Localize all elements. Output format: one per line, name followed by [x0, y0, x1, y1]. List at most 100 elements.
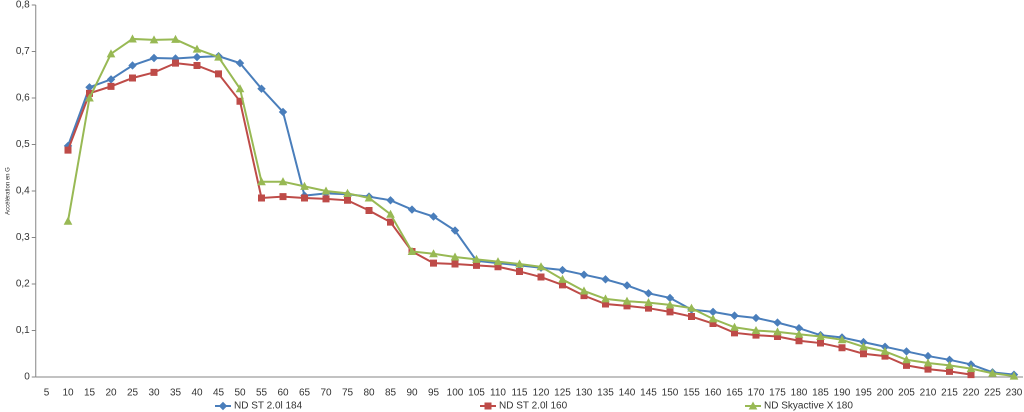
data-point: [644, 298, 653, 307]
data-point: [149, 35, 159, 44]
data-point: [450, 226, 460, 235]
legend-label: ND ST 2.0l 184: [234, 401, 303, 412]
data-point: [85, 83, 94, 92]
data-point: [85, 93, 94, 102]
data-point: [344, 196, 351, 204]
data-point: [773, 318, 782, 327]
data-point: [708, 314, 718, 323]
legend-label: ND Skyactive X 180: [764, 401, 853, 412]
series-line: [67, 55, 1015, 376]
data-point: [192, 44, 202, 53]
data-point: [235, 58, 245, 68]
x-tick-label: 200: [877, 388, 894, 399]
x-tick-label: 45: [213, 388, 225, 399]
data-point: [838, 344, 846, 352]
data-point: [215, 70, 222, 78]
data-point: [128, 61, 137, 70]
x-tick-label: 105: [468, 388, 485, 399]
data-point: [1009, 371, 1019, 380]
data-point: [257, 177, 266, 186]
legend-marker: [748, 401, 758, 410]
x-tick-label: 65: [299, 388, 311, 399]
data-point: [817, 339, 824, 347]
x-tick-label: 20: [105, 388, 117, 399]
x-tick-label: 230: [1006, 388, 1023, 399]
x-tick-label: 100: [447, 388, 464, 399]
x-tick-label: 185: [812, 388, 829, 399]
y-tick-label: 0: [24, 372, 30, 383]
legend-marker: [484, 402, 492, 410]
data-point: [450, 252, 460, 261]
x-tick-label: 190: [834, 388, 851, 399]
x-tick-label: 220: [963, 388, 980, 399]
data-point: [258, 194, 265, 202]
data-point: [579, 270, 589, 279]
data-point: [279, 193, 287, 201]
data-point: [387, 218, 394, 226]
data-point: [107, 82, 115, 90]
x-tick-label: 170: [748, 388, 765, 399]
legend-label: ND ST 2.0l 160: [499, 401, 568, 412]
x-tick-label: 120: [533, 388, 550, 399]
data-point: [665, 300, 675, 309]
x-tick-label: 60: [277, 388, 289, 399]
data-point: [516, 267, 523, 275]
data-point: [429, 212, 438, 221]
x-tick-label: 195: [855, 388, 872, 399]
data-point: [430, 259, 437, 267]
x-tick-label: 210: [920, 388, 937, 399]
x-tick-label: 85: [385, 388, 397, 399]
data-point: [837, 335, 847, 344]
data-point: [64, 146, 72, 154]
x-tick-label: 30: [148, 388, 160, 399]
data-point: [407, 205, 417, 214]
data-point: [923, 358, 933, 367]
data-point: [386, 209, 395, 218]
data-point: [924, 365, 932, 373]
data-point: [429, 249, 438, 258]
x-tick-label: 160: [705, 388, 722, 399]
x-tick-label: 70: [320, 388, 332, 399]
x-tick-label: 75: [342, 388, 354, 399]
x-tick-label: 180: [791, 388, 808, 399]
data-point: [472, 254, 481, 263]
data-point: [860, 350, 867, 358]
data-point: [579, 286, 589, 295]
x-tick-label: 90: [406, 388, 418, 399]
data-point: [129, 74, 136, 82]
data-point: [63, 216, 73, 225]
data-point: [171, 34, 180, 43]
y-tick-label: 0,6: [16, 93, 30, 104]
data-point: [536, 262, 546, 271]
x-tick-label: 35: [170, 388, 182, 399]
x-tick-label: 155: [683, 388, 700, 399]
data-point: [172, 59, 179, 67]
data-point: [751, 313, 761, 323]
data-point: [192, 52, 202, 62]
data-point: [473, 261, 480, 269]
data-point: [301, 194, 308, 202]
x-tick-label: 145: [640, 388, 657, 399]
x-tick-label: 205: [898, 388, 915, 399]
data-point: [257, 84, 266, 93]
data-point: [106, 49, 116, 58]
data-point: [214, 52, 223, 61]
data-point: [730, 311, 739, 320]
data-point: [945, 360, 954, 369]
data-point: [902, 347, 911, 356]
data-point: [773, 327, 782, 336]
y-tick-label: 0,2: [16, 279, 30, 290]
x-tick-label: 25: [127, 388, 139, 399]
x-tick-label: 150: [662, 388, 679, 399]
y-tick-label: 0,8: [16, 0, 30, 11]
data-point: [902, 355, 911, 364]
y-axis-label: Accélération en G: [6, 167, 12, 215]
data-point: [967, 371, 975, 379]
x-tick-label: 165: [726, 388, 743, 399]
data-point: [859, 342, 868, 351]
data-point: [451, 260, 459, 268]
x-tick-label: 225: [984, 388, 1001, 399]
x-tick-label: 40: [191, 388, 203, 399]
data-point: [622, 281, 632, 290]
data-point: [622, 296, 632, 305]
